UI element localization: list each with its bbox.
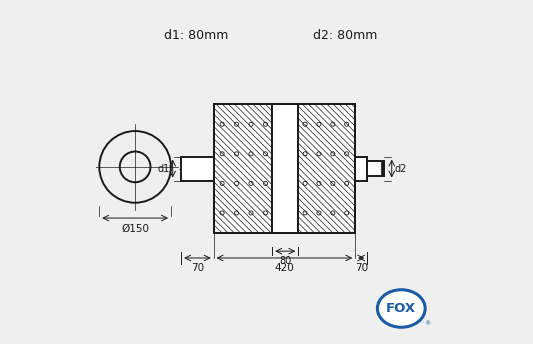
Text: FOX: FOX [386,302,416,315]
Bar [367,161,384,176]
Ellipse shape [377,290,425,327]
Text: d1: 80mm: d1: 80mm [164,29,229,42]
Bar [214,104,355,234]
Bar [272,104,298,234]
Text: d2: 80mm: d2: 80mm [313,29,377,42]
Text: d2: d2 [394,164,407,174]
Text: d1: d1 [158,164,170,174]
Text: 70: 70 [191,263,204,273]
Text: ®: ® [424,321,430,326]
Bar [181,157,214,181]
Text: 420: 420 [274,263,294,273]
Bar [298,104,355,234]
Text: Ø150: Ø150 [121,224,149,234]
Bar [355,157,367,181]
Bar [382,161,384,176]
Text: 70: 70 [354,263,368,273]
Bar [214,104,272,234]
Text: 80: 80 [279,256,292,266]
